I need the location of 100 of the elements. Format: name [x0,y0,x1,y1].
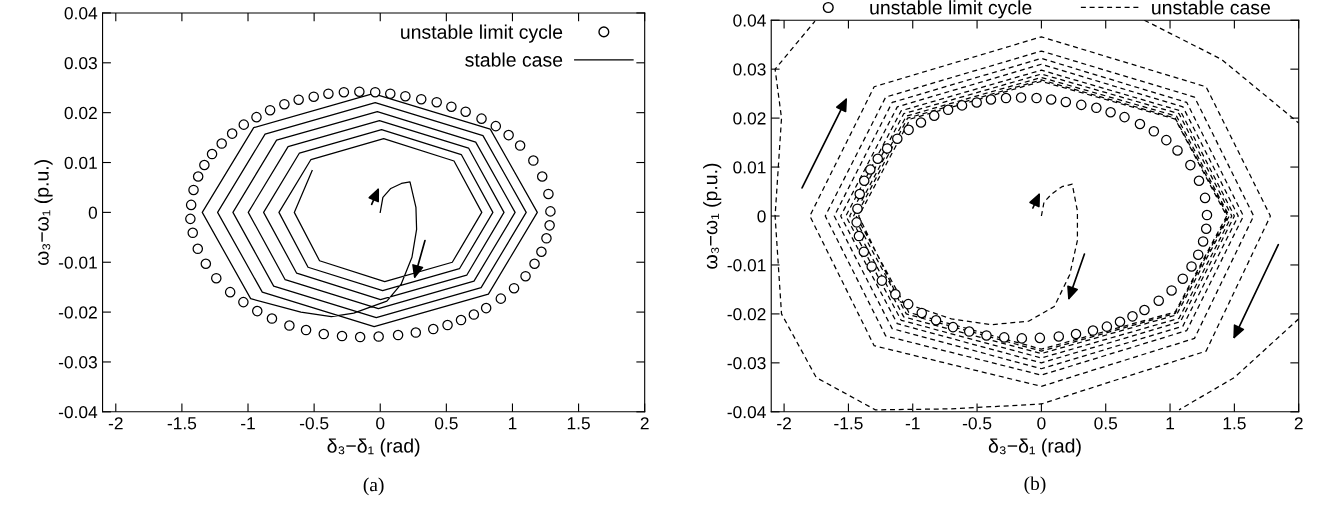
point [1201,209,1213,221]
point [226,128,238,139]
point [1045,94,1057,105]
point [392,329,404,341]
point [1070,328,1082,340]
y-tick-label: -0.01 [727,259,766,272]
point [1105,106,1116,118]
point [238,119,250,130]
point [1193,175,1205,187]
x-axis-title: δ₃−δ₁ (rad) [327,438,420,457]
point [998,332,1010,343]
point [1172,145,1183,156]
point [1166,285,1177,296]
point [238,296,249,308]
point [284,320,295,331]
point [490,120,502,132]
x-tick-label: 2 [1294,417,1303,430]
point [427,323,439,335]
y-tick-label: -0.01 [58,256,97,269]
x-tick-label: -1 [905,417,920,430]
point [528,155,539,166]
point [985,94,997,105]
point [251,305,263,317]
point [369,86,381,98]
point [318,328,330,340]
point [536,171,548,182]
point [192,171,204,182]
point [1114,316,1126,328]
point [460,106,471,117]
x-tick-label: -2 [108,417,123,430]
y-tick-label: 0.04 [733,14,766,27]
x-tick-label: 1.5 [1223,417,1246,430]
point [1177,273,1189,284]
point [520,270,531,282]
y-tick-label: -0.03 [58,356,97,369]
y-tick-label: -0.03 [727,357,766,370]
point [902,298,914,310]
point [1186,261,1197,272]
point [300,324,312,336]
point [866,261,877,272]
point [210,272,222,284]
point [476,113,487,124]
y-tick-label: -0.04 [58,405,98,419]
point [373,331,384,342]
point [544,220,555,231]
x-tick-label: 0 [1037,417,1046,430]
point [1139,304,1150,316]
point [1199,192,1211,204]
x-tick-label: 0.5 [434,417,458,430]
x-tick-label: -1.5 [167,417,197,430]
x-tick-label: -0.5 [299,417,329,430]
point [1161,134,1172,146]
point [480,302,492,314]
x-tick-label: 0 [376,417,385,430]
point [1060,96,1072,108]
point [266,313,278,324]
point [1192,249,1204,260]
y-axis-title: ω₃−ω₁ (p.u.) [34,160,53,266]
point [1053,331,1065,342]
y-tick-label: 0.03 [64,56,97,70]
point [336,330,348,342]
point [431,96,442,108]
point [1091,102,1102,114]
point [508,282,520,294]
point [1185,159,1196,171]
point [1134,118,1146,130]
point [385,88,396,100]
x-tick-label: -1.5 [834,417,863,430]
point [854,188,866,200]
point [1101,321,1113,332]
point [858,246,870,258]
point [1087,325,1099,336]
point [1148,126,1160,137]
point [279,98,290,110]
point [536,246,547,258]
point [200,258,212,270]
legend-label: unstable case [1152,0,1270,15]
y-tick-label: 0.02 [733,112,766,125]
point [514,140,526,151]
point [1034,332,1046,344]
point [338,86,350,98]
point [185,199,197,211]
point [872,153,884,165]
y-tick-label: -0.04 [727,405,766,419]
point [1016,333,1028,344]
point [1119,111,1130,123]
point [947,321,959,333]
point [916,307,928,319]
point [956,100,968,111]
y-tick-label: 0.01 [64,156,97,169]
point [963,326,975,337]
point [915,117,927,128]
y-tick-label: 0 [757,210,766,223]
x-tick-label: 0.5 [1094,417,1118,430]
point [308,91,320,102]
legend-label: unstable limit cycle [870,0,1032,19]
y-tick-label: 0.04 [64,7,98,20]
point [187,227,199,239]
point [216,138,227,149]
x-tick-label: -2 [777,417,791,430]
